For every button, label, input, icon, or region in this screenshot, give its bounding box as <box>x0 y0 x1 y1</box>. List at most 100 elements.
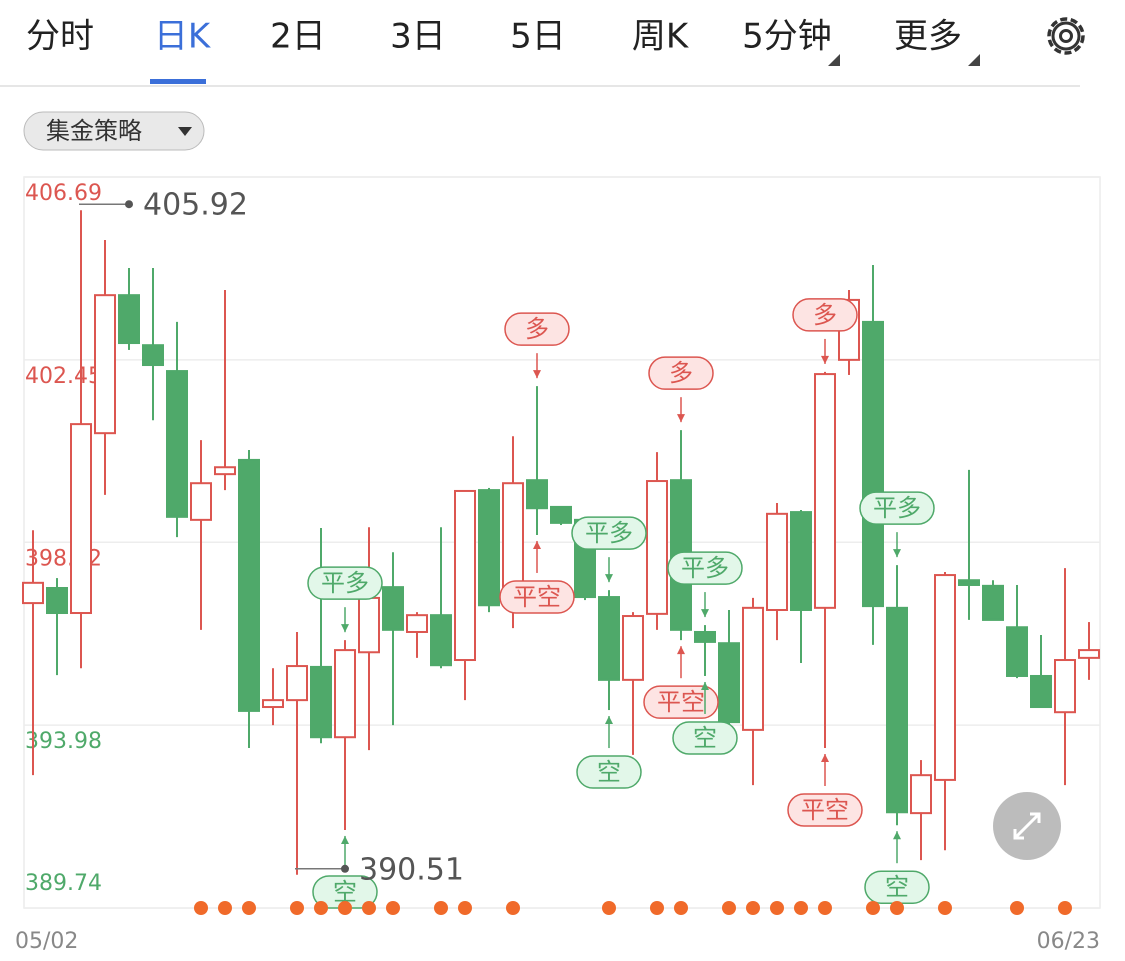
event-dot <box>338 901 352 915</box>
signal-arrowhead <box>605 574 613 583</box>
candle-body <box>46 586 68 615</box>
tab[interactable]: 更多 <box>894 17 962 57</box>
extreme-dot <box>125 200 133 209</box>
candle-body <box>94 294 116 435</box>
extreme-dot <box>341 864 349 873</box>
tab[interactable]: 5日 <box>510 17 566 57</box>
event-dot <box>866 901 880 915</box>
candle-body <box>766 512 788 611</box>
x-tick-label: 06/23 <box>1037 929 1100 954</box>
signal-label: 平空 <box>513 583 561 611</box>
candle-body <box>958 579 980 586</box>
event-dot <box>818 901 832 915</box>
candle-body <box>358 596 380 654</box>
candle-body <box>718 642 740 724</box>
candle-body <box>118 294 140 345</box>
signal-label: 平多 <box>585 519 633 547</box>
tab[interactable]: 日K <box>154 17 212 57</box>
candle-body <box>142 344 164 367</box>
candle-body <box>478 489 500 607</box>
candle-body <box>742 606 764 731</box>
y-tick-label: 389.74 <box>25 871 102 896</box>
gear-teeth <box>1047 17 1085 55</box>
signal-arrowhead <box>677 646 685 655</box>
extreme-label: 405.92 <box>143 188 248 223</box>
candle-body <box>694 630 716 643</box>
event-dot <box>242 901 256 915</box>
signal-label: 空 <box>597 758 621 786</box>
candle-body <box>406 614 428 633</box>
signal-arrowhead <box>701 681 709 690</box>
event-dot <box>770 901 784 915</box>
candle-body <box>1054 659 1076 714</box>
signal-pill <box>576 755 642 789</box>
signal-label: 平多 <box>681 554 729 582</box>
event-dot <box>314 901 328 915</box>
signal-arrowhead <box>893 549 901 558</box>
candle-body <box>214 466 236 476</box>
signal-label: 多 <box>525 315 549 343</box>
tab[interactable]: 3日 <box>390 17 446 57</box>
dropdown-corner <box>828 54 840 66</box>
candle-body <box>22 581 44 605</box>
signal-label: 空 <box>885 873 909 901</box>
signal-label: 多 <box>813 301 837 329</box>
gear-ring <box>1051 21 1081 51</box>
candle-body <box>550 505 572 524</box>
strategy-dropdown[interactable]: 集金策略 <box>23 111 205 151</box>
signal-pill <box>499 580 575 614</box>
candle-body <box>1006 626 1028 677</box>
event-dot <box>218 901 232 915</box>
signal-label: 平空 <box>657 688 705 716</box>
signal-arrowhead <box>533 370 541 379</box>
candle-body <box>430 614 452 667</box>
candle-body <box>982 584 1004 621</box>
candle-body <box>1078 649 1100 659</box>
candle-body <box>646 480 668 615</box>
tab[interactable]: 5分钟 <box>742 17 832 57</box>
event-dot <box>674 901 688 915</box>
candle-body <box>190 482 212 521</box>
candle-body <box>598 596 620 681</box>
tab[interactable]: 周K <box>632 17 690 57</box>
signal-pill <box>672 721 738 755</box>
event-dot <box>746 901 760 915</box>
signal-pill <box>648 356 714 390</box>
candle-body <box>454 489 476 662</box>
event-dot <box>506 901 520 915</box>
dropdown-arrow <box>178 127 192 136</box>
signal-pill <box>667 551 743 585</box>
event-dot <box>290 901 304 915</box>
settings-icon[interactable] <box>1047 17 1085 55</box>
event-dot <box>362 901 376 915</box>
signal-label: 空 <box>693 724 717 752</box>
tab[interactable]: 2日 <box>270 17 326 57</box>
signal-pill <box>307 566 383 600</box>
signal-label: 多 <box>669 359 693 387</box>
signal-pill <box>787 793 863 827</box>
candle-body <box>790 511 812 611</box>
dropdown-corner <box>968 54 980 66</box>
gear-hole <box>1059 29 1073 43</box>
signal-pill <box>504 312 570 346</box>
expand-button[interactable] <box>993 792 1061 860</box>
event-dot <box>794 901 808 915</box>
signal-arrowhead <box>821 753 829 762</box>
candle-body <box>862 320 884 608</box>
candle-body <box>886 606 908 814</box>
event-dot <box>194 901 208 915</box>
signal-arrowhead <box>341 624 349 633</box>
candle-body <box>334 649 356 739</box>
event-dot <box>890 901 904 915</box>
candle-body <box>286 665 308 702</box>
tab[interactable]: 分时 <box>26 17 94 57</box>
signal-label: 平多 <box>321 569 369 597</box>
y-tick-label: 393.98 <box>25 729 102 754</box>
candle-body <box>814 373 836 609</box>
extreme-label: 390.51 <box>359 852 464 887</box>
signal-arrowhead <box>893 831 901 840</box>
signal-pill <box>792 298 858 332</box>
candle-body <box>310 665 332 739</box>
